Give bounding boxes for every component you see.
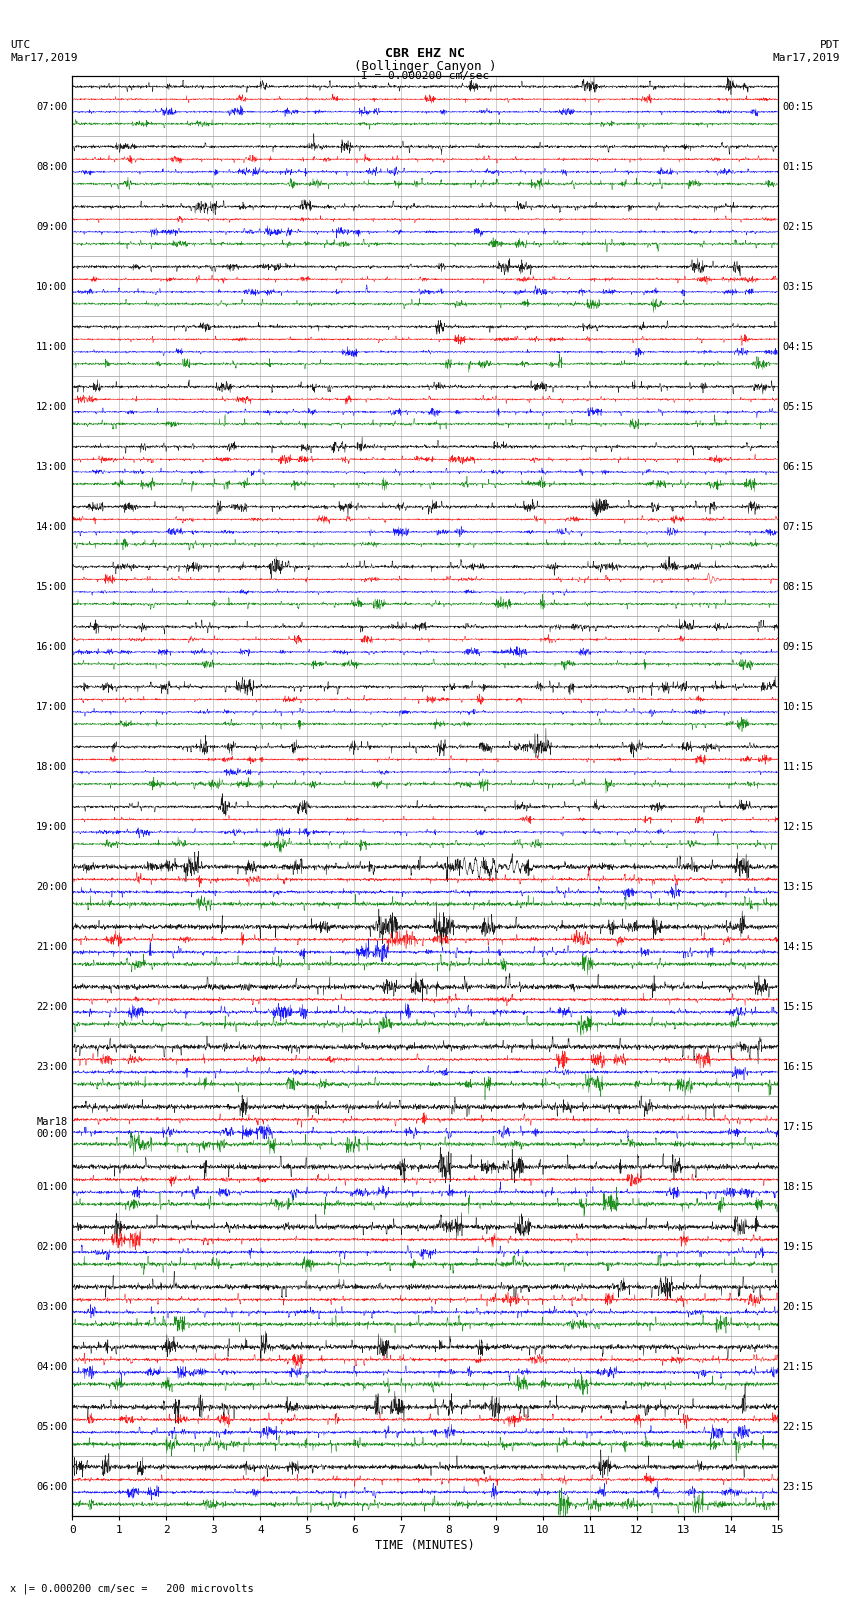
Text: Mar17,2019: Mar17,2019	[10, 53, 77, 63]
Text: Mar17,2019: Mar17,2019	[773, 53, 840, 63]
Text: PDT: PDT	[819, 40, 840, 50]
Text: (Bollinger Canyon ): (Bollinger Canyon )	[354, 60, 496, 73]
X-axis label: TIME (MINUTES): TIME (MINUTES)	[375, 1539, 475, 1552]
Text: I = 0.000200 cm/sec: I = 0.000200 cm/sec	[361, 71, 489, 81]
Text: x |= 0.000200 cm/sec =   200 microvolts: x |= 0.000200 cm/sec = 200 microvolts	[10, 1582, 254, 1594]
Text: CBR EHZ NC: CBR EHZ NC	[385, 47, 465, 60]
Text: UTC: UTC	[10, 40, 31, 50]
